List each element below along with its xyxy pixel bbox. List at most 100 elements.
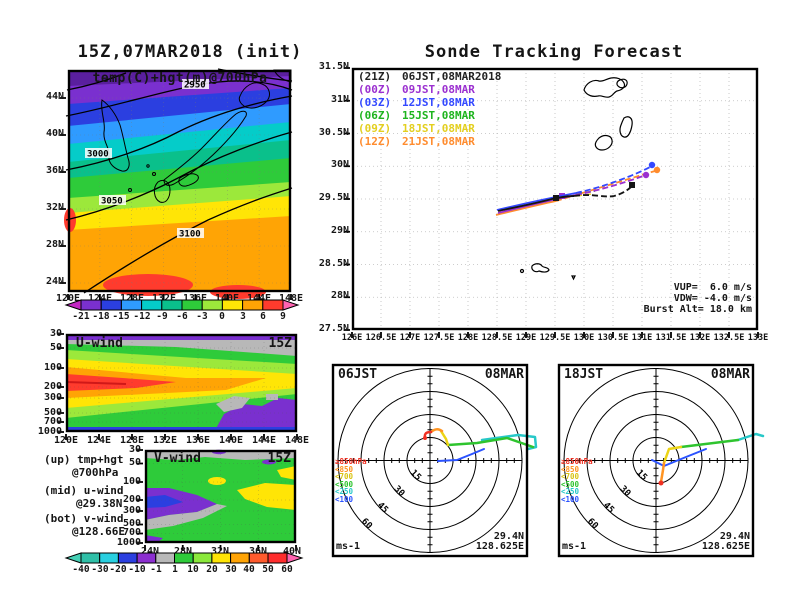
- lat-tick: 44N: [45, 91, 64, 102]
- vwind-field: [145, 449, 296, 543]
- lat-tick: 24N: [140, 546, 160, 557]
- p-tick: 1000: [116, 537, 141, 548]
- vwind-time: 15Z: [267, 451, 291, 466]
- hodo2-lat: 29.4N: [719, 531, 750, 542]
- plot-frame: [67, 69, 292, 293]
- lon-tick: 128E: [119, 435, 145, 446]
- axes: [563, 368, 749, 553]
- temperature-field: [64, 70, 291, 299]
- stat-burst-alt: Burst Alt= 18.0 km: [643, 304, 752, 315]
- cbar-tick: -10: [128, 564, 146, 575]
- svg-text:30: 30: [392, 484, 407, 499]
- plot-frame: [351, 67, 759, 331]
- p-tick: 300: [43, 392, 62, 403]
- svg-text:3000: 3000: [87, 150, 109, 160]
- lat-tick: 31N: [330, 94, 349, 105]
- lon-tick: 120E: [53, 435, 79, 446]
- stat-vup: VUP= 6.0 m/s: [673, 282, 752, 293]
- lon-tick: 144E: [251, 435, 277, 446]
- cbar-tick: 30: [225, 564, 237, 575]
- lon-tick: 130.5E: [597, 333, 629, 343]
- p-tick: 100: [122, 476, 141, 487]
- legend-jst: 12JST,08MAR: [402, 96, 475, 109]
- svg-text:60: 60: [585, 517, 600, 532]
- hodo1-lat: 29.4N: [493, 531, 524, 542]
- lat-tick: 29N: [330, 225, 349, 236]
- init-map-plot: 2950 3000 3050 3100: [60, 68, 293, 300]
- lon-tick: 124E: [86, 435, 112, 446]
- legend-jst: 15JST,08MAR: [402, 109, 475, 122]
- cbar-tick: -20: [109, 564, 127, 575]
- lat-tick: 29.5N: [318, 192, 349, 203]
- ring-labels: 15 30 45 60: [585, 468, 649, 531]
- p-tick: 200: [43, 381, 62, 392]
- lat-tick: 28N: [173, 546, 193, 557]
- init-map-subtitle: temp(C)+hgt(m)@700hPa: [92, 71, 268, 86]
- svg-text:3100: 3100: [179, 230, 201, 240]
- cbar-tick: -1: [150, 564, 162, 575]
- lon-tick: 132E: [689, 333, 711, 343]
- cbar-tick: -15: [112, 311, 130, 322]
- legend-utc: (03Z): [358, 96, 392, 109]
- lon-tick: 120E: [55, 293, 81, 304]
- p-tick: 1000: [37, 426, 62, 437]
- lon-tick: 124E: [87, 293, 113, 304]
- hodo-level: <100: [335, 494, 354, 504]
- side-label-up-level: @700hPa: [72, 466, 119, 479]
- lon-tick: 140E: [218, 435, 244, 446]
- cbar-tick: -21: [72, 311, 90, 322]
- uwind-plot: [58, 333, 298, 440]
- lat-tick: 28.5N: [318, 258, 349, 269]
- trajectory-12z-orange: [495, 166, 661, 216]
- p-tick: 700: [122, 527, 141, 538]
- lat-tick: 24N: [45, 276, 64, 287]
- lon-tick: 140E: [214, 293, 240, 304]
- hodo1-time: 06JST: [338, 367, 378, 382]
- p-tick: 700: [43, 416, 62, 427]
- side-label-bot-lon: @128.66E: [72, 525, 125, 538]
- plot-frame: [557, 363, 755, 558]
- cbar-tick: 1: [172, 564, 178, 575]
- legend-utc: (09Z): [358, 122, 392, 135]
- legend-jst: 18JST,08MAR: [402, 122, 475, 135]
- axis-ticks: [60, 97, 292, 300]
- lat-tick: 40N: [45, 128, 64, 139]
- plot-frame: [144, 449, 297, 544]
- p-tick: 300: [122, 505, 141, 516]
- islands: [519, 77, 633, 281]
- uwind-field: [65, 334, 297, 432]
- lat-tick: 36N: [45, 165, 64, 176]
- lon-tick: 129.5E: [539, 333, 571, 343]
- hodo-level: ≥850hPa: [561, 457, 593, 466]
- lon-tick: 128E: [119, 293, 145, 304]
- side-label-bot: (bot) v-wind: [44, 512, 124, 525]
- lat-tick: 32N: [210, 546, 230, 557]
- svg-text:3050: 3050: [101, 197, 123, 207]
- p-tick: 50: [49, 342, 62, 353]
- legend-utc: (12Z): [358, 135, 392, 148]
- legend-utc: (21Z): [358, 70, 392, 83]
- lon-tick: 148E: [278, 293, 304, 304]
- cbar-tick: 10: [187, 564, 199, 575]
- uwind-time: 15Z: [268, 336, 292, 351]
- lon-tick: 129E: [515, 333, 537, 343]
- cbar-tick: -3: [196, 311, 208, 322]
- axis-ticks: [344, 67, 759, 338]
- cbar-tick: -18: [92, 311, 110, 322]
- hodo-level: <850: [561, 464, 580, 474]
- cbar-tick: -12: [133, 311, 151, 322]
- svg-text:30: 30: [618, 484, 633, 499]
- legend-jst: 09JST,08MAR: [402, 83, 475, 96]
- p-tick: 100: [43, 362, 62, 373]
- lat-tick: 27.5N: [318, 323, 349, 334]
- hodo2-time: 18JST: [564, 367, 604, 382]
- cbar-tick: -6: [176, 311, 188, 322]
- lat-tick: 30N: [330, 159, 349, 170]
- svg-text:45: 45: [375, 501, 390, 516]
- cbar-tick: 20: [206, 564, 218, 575]
- cbar-tick: 0: [219, 311, 225, 322]
- legend-jst: 06JST,08MAR2018: [402, 70, 502, 83]
- cbar-tick: 40: [243, 564, 255, 575]
- legend-utc: (00Z): [358, 83, 392, 96]
